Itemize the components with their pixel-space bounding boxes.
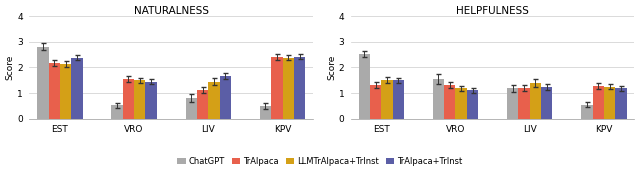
Bar xyxy=(220,76,231,119)
Bar xyxy=(467,90,478,119)
Bar xyxy=(145,82,157,119)
Bar xyxy=(49,63,60,119)
Bar xyxy=(541,87,552,119)
Bar xyxy=(444,85,456,119)
Bar xyxy=(197,90,208,119)
Bar xyxy=(381,80,392,119)
Y-axis label: Score: Score xyxy=(327,55,336,80)
Bar xyxy=(507,88,518,119)
Bar xyxy=(530,83,541,119)
Bar xyxy=(208,82,220,119)
Bar xyxy=(294,57,305,119)
Bar xyxy=(37,47,49,119)
Bar xyxy=(186,98,197,119)
Bar xyxy=(392,80,404,119)
Title: HELPFULNESS: HELPFULNESS xyxy=(456,6,529,16)
Bar xyxy=(271,57,282,119)
Bar xyxy=(123,79,134,119)
Bar xyxy=(71,58,83,119)
Bar xyxy=(604,87,615,119)
Title: NATURALNESS: NATURALNESS xyxy=(134,6,209,16)
Bar xyxy=(518,88,530,119)
Bar xyxy=(433,79,444,119)
Bar xyxy=(60,64,71,119)
Bar xyxy=(111,105,123,119)
Bar xyxy=(282,58,294,119)
Bar xyxy=(615,88,627,119)
Bar xyxy=(581,105,593,119)
Bar xyxy=(593,86,604,119)
Y-axis label: Score: Score xyxy=(6,55,15,80)
Bar xyxy=(456,88,467,119)
Bar xyxy=(260,106,271,119)
Bar xyxy=(370,85,381,119)
Bar xyxy=(358,54,370,119)
Bar xyxy=(134,80,145,119)
Legend: ChatGPT, TrAlpaca, LLMTrAlpaca+TrInst, TrAlpaca+TrInst: ChatGPT, TrAlpaca, LLMTrAlpaca+TrInst, T… xyxy=(177,157,463,166)
